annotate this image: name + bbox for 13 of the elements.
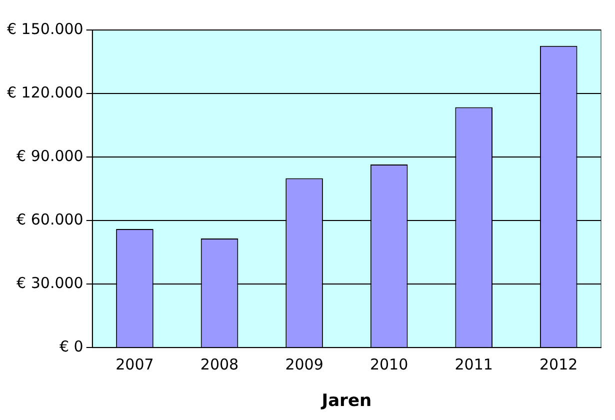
x-axis-title: Jaren	[320, 391, 372, 412]
y-tick-label: € 60.000	[16, 210, 84, 228]
y-tick-label: € 0	[59, 337, 84, 356]
y-tick-label: € 30.000	[16, 274, 84, 292]
x-tick-label: 2011	[454, 355, 493, 374]
y-tick-label: € 150.000	[6, 20, 84, 38]
x-tick-label: 2009	[285, 355, 324, 374]
y-tick-label: € 120.000	[6, 83, 84, 102]
x-tick-label: 2012	[540, 355, 578, 374]
y-tick-label: € 90.000	[16, 146, 84, 165]
x-tick-label: 2007	[116, 355, 154, 374]
x-tick-label: 2008	[200, 355, 239, 374]
x-tick-label: 2010	[370, 355, 408, 374]
